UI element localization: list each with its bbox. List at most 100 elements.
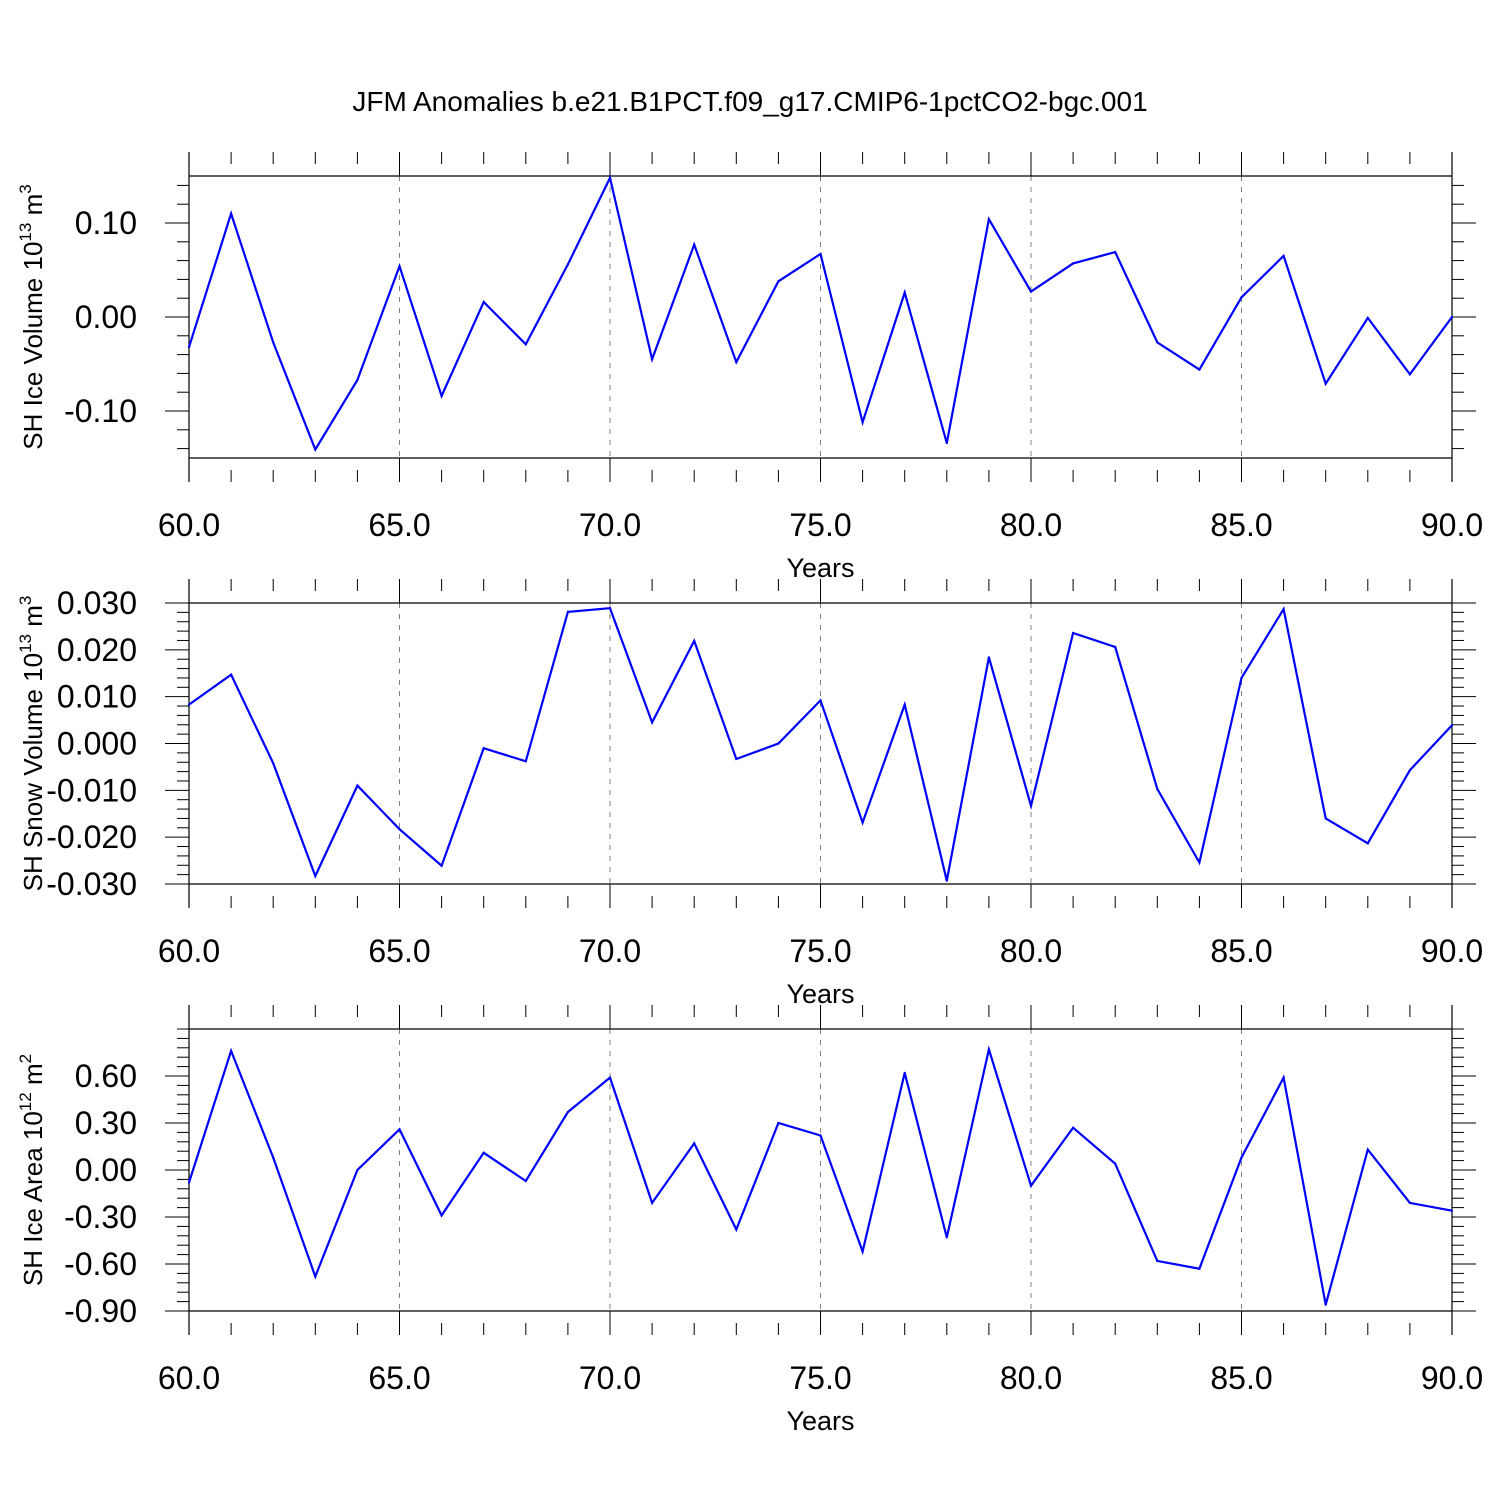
data-point [187,703,191,706]
x-tick-label: 75.0 [789,507,851,543]
data-point [735,757,738,761]
data-point [777,1121,780,1125]
data-point [1450,1209,1454,1212]
y-axis-title-exponent: 13 [16,634,35,653]
data-point [1240,296,1243,299]
data-point [440,394,443,398]
data-point [945,441,948,445]
data-point [651,1201,654,1204]
x-tick-label: 60.0 [158,507,220,543]
data-point [566,263,570,266]
data-point [1114,1162,1117,1165]
data-point [1324,382,1327,385]
data-point [903,703,906,706]
x-tick-label: 85.0 [1210,1360,1272,1396]
y-axis-title-unit-exponent: 2 [16,1054,35,1063]
x-axis-title: Years [786,1406,854,1436]
data-point [1156,1259,1159,1262]
data-point [356,378,359,382]
data-point [1366,842,1369,845]
data-point [693,1142,696,1145]
data-point [1029,804,1033,807]
data-point [735,1228,738,1231]
data-point [1156,341,1159,344]
y-tick-label: 0.10 [75,205,137,241]
data-point [1198,861,1201,864]
data-point [398,828,401,831]
data-point [1282,254,1285,257]
data-point [735,361,738,364]
y-axis-title-text: SH Ice Volume 10 [18,242,48,450]
x-tick-label: 60.0 [158,1360,220,1396]
data-point [608,1076,612,1079]
x-tick-label: 65.0 [368,933,430,969]
y-tick-label: 0.000 [57,726,137,762]
y-tick-label: 0.00 [75,1152,137,1188]
data-point [693,243,696,246]
x-axis-title: Years [786,553,854,583]
y-axis-title: SH Ice Area 1012 m2 [16,1054,48,1286]
x-tick-label: 80.0 [1000,507,1062,543]
data-point [1156,787,1159,791]
x-tick-label: 75.0 [789,933,851,969]
x-tick-label: 80.0 [1000,933,1062,969]
data-point [861,1250,864,1253]
data-point [314,1275,317,1278]
y-tick-label: -0.020 [46,819,137,855]
data-point [524,343,527,346]
y-axis-title-unit: m [18,1063,48,1092]
data-point [1408,1201,1411,1204]
data-point [651,721,654,724]
data-point [440,1214,443,1217]
data-point [482,747,485,750]
data-point [1072,262,1075,265]
x-tick-label: 70.0 [579,1360,641,1396]
data-point [272,1156,275,1159]
x-tick-label: 65.0 [368,507,430,543]
data-point [987,1048,991,1051]
y-axis-title: SH Snow Volume 1013 m3 [16,596,48,892]
chart-title: JFM Anomalies b.e21.B1PCT.f09_g17.CMIP6-… [352,86,1148,117]
x-tick-label: 90.0 [1421,1360,1483,1396]
chart-panel-2: 60.0 65.0 70.0 75.0 80.0 85.0 90.0 Years 0.030 0.… [16,579,1483,1009]
data-point [1072,1126,1075,1129]
y-axis-title-exponent: 12 [16,1092,35,1111]
data-point [903,291,906,294]
data-point [651,358,654,361]
x-tick-label: 70.0 [579,507,641,543]
data-point [1366,316,1369,320]
data-point [861,421,864,424]
y-tick-label: -0.30 [64,1199,137,1235]
y-tick-label: -0.010 [46,772,137,808]
data-point [608,176,612,179]
data-point [187,345,191,349]
data-point [987,218,991,221]
data-point [272,762,275,765]
data-point [608,607,612,610]
x-tick-label: 60.0 [158,933,220,969]
y-axis-title-unit-exponent: 3 [16,596,35,605]
data-point [187,1181,191,1184]
data-point [1114,251,1117,254]
data-point [1029,1184,1033,1187]
data-point [524,760,527,763]
data-point [314,448,317,451]
data-point [1366,1148,1369,1151]
y-axis-title-unit-exponent: 3 [16,184,35,193]
data-point [566,1110,570,1114]
data-point [356,784,359,787]
y-axis-title-unit: m [18,194,48,223]
data-point [566,610,570,613]
data-point [945,1236,948,1239]
data-point [1240,1156,1243,1159]
data-point [819,1134,822,1137]
data-point [1240,676,1243,680]
x-tick-label: 75.0 [789,1360,851,1396]
data-point [861,821,864,824]
data-point [1408,373,1411,376]
x-tick-label: 90.0 [1421,933,1483,969]
y-tick-label: -0.90 [64,1293,137,1329]
data-point [524,1179,527,1183]
chart-panel-1: 60.0 65.0 70.0 75.0 80.0 85.0 90.0 Years 0.10 0.0… [16,152,1483,583]
y-tick-label: 0.30 [75,1105,137,1141]
